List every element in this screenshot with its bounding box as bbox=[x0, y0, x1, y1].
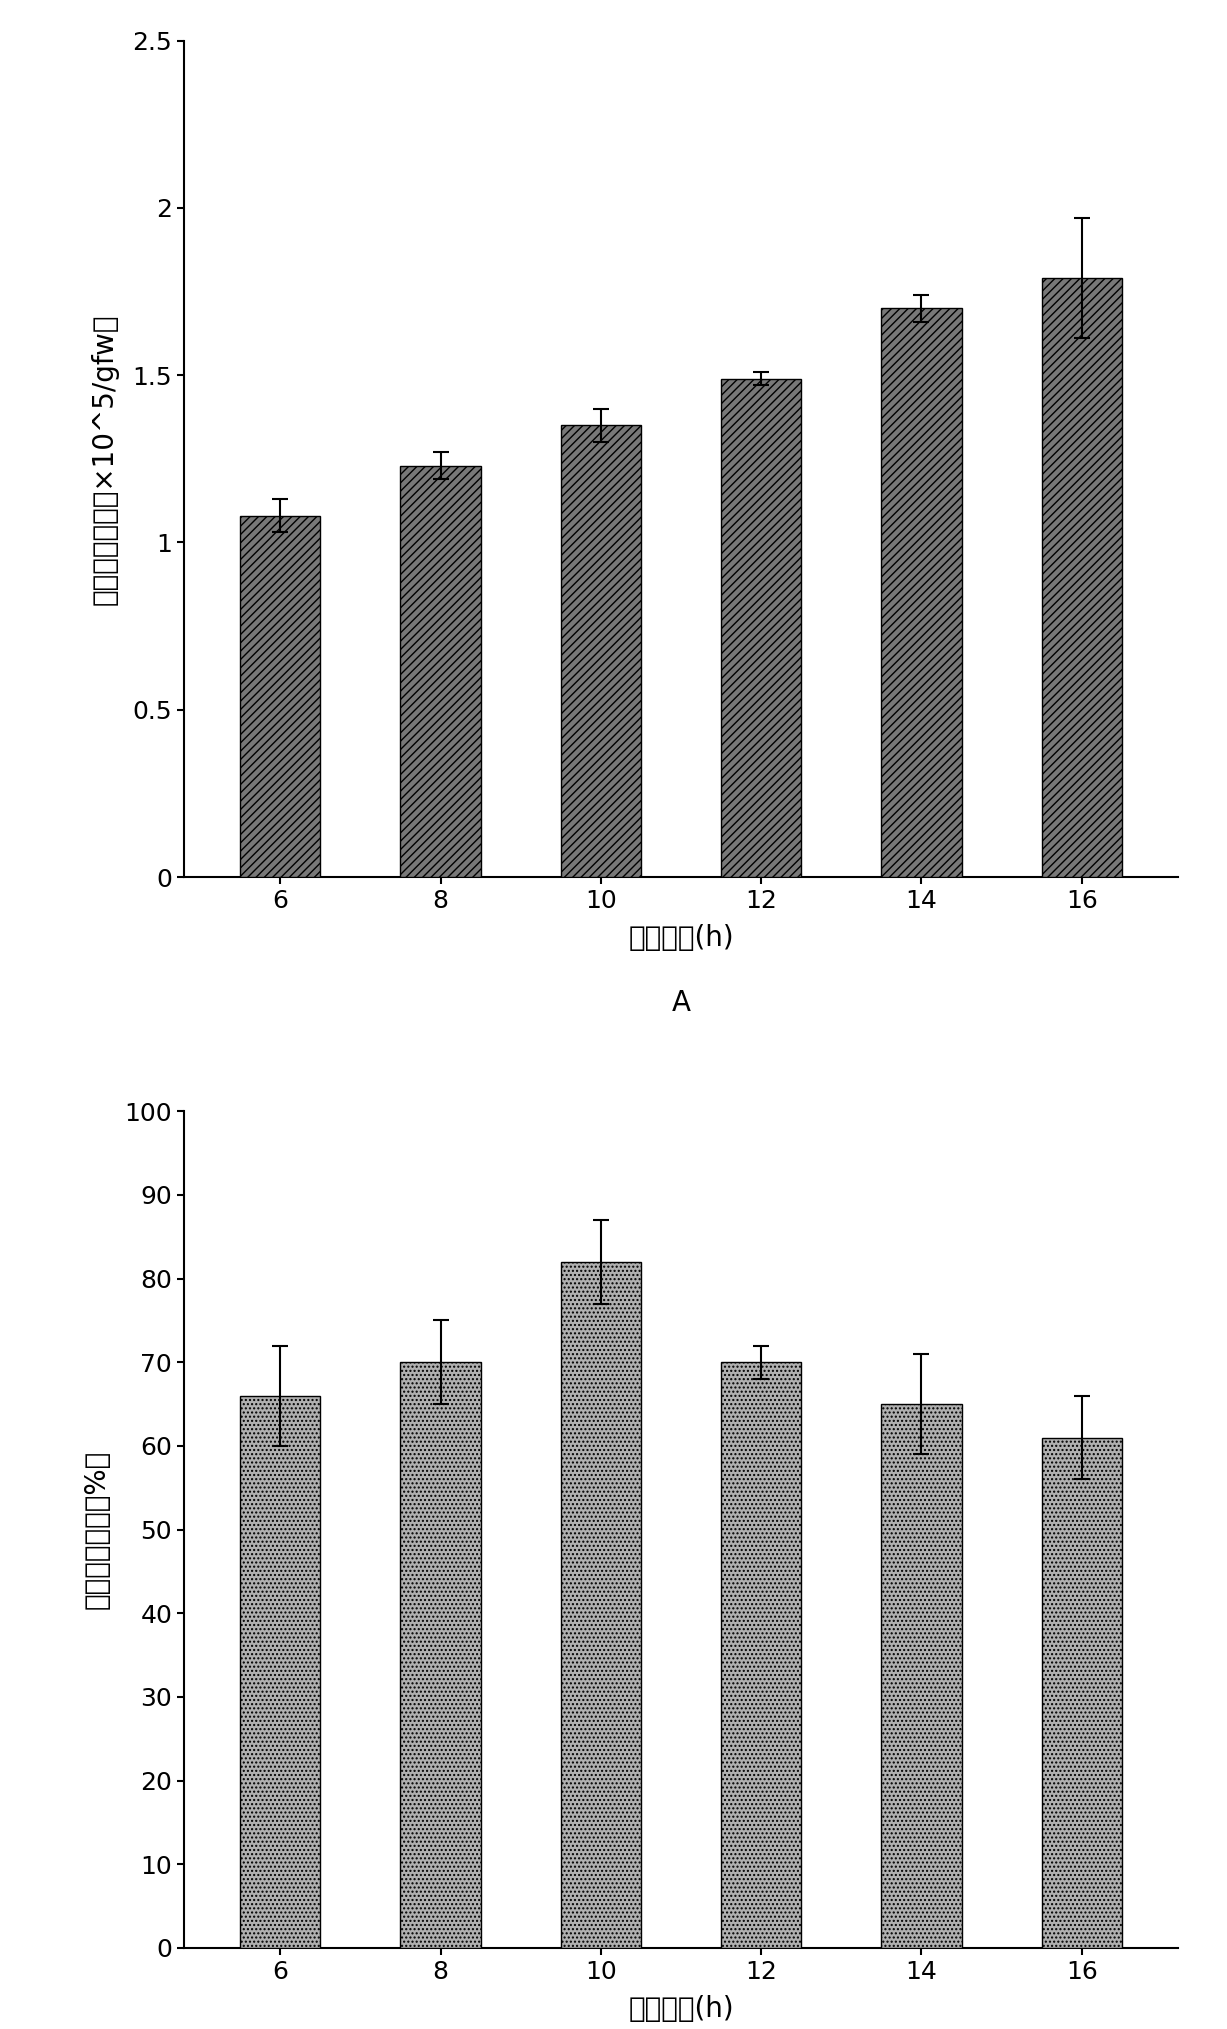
Bar bbox=[240, 515, 320, 877]
X-axis label: 酶解时间(h): 酶解时间(h) bbox=[628, 923, 734, 952]
Bar bbox=[721, 379, 801, 877]
Bar bbox=[240, 1396, 320, 1948]
Bar bbox=[1042, 278, 1121, 877]
Bar bbox=[561, 426, 640, 877]
Bar bbox=[881, 1404, 962, 1948]
Bar bbox=[881, 308, 962, 877]
X-axis label: 酶解时间(h): 酶解时间(h) bbox=[628, 1995, 734, 2023]
Bar bbox=[561, 1262, 640, 1948]
Bar bbox=[721, 1361, 801, 1948]
Bar bbox=[1042, 1439, 1121, 1948]
Text: A: A bbox=[671, 988, 691, 1017]
Y-axis label: 原生质体产量（×10^5/gfw）: 原生质体产量（×10^5/gfw） bbox=[91, 312, 119, 605]
Y-axis label: 原生质体活力（%）: 原生质体活力（%） bbox=[82, 1451, 110, 1609]
Bar bbox=[400, 465, 481, 877]
Bar bbox=[400, 1361, 481, 1948]
